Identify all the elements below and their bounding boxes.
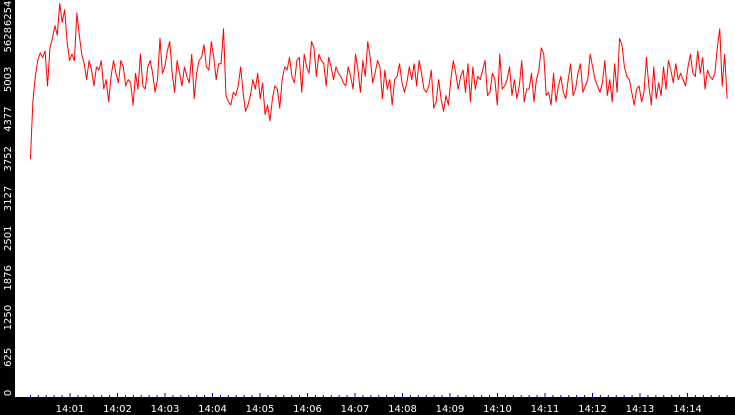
y-tick-label: 625 <box>3 348 14 367</box>
x-tick-label: 14:13 <box>626 404 655 415</box>
y-tick-label: 5003 <box>3 67 14 92</box>
x-tick-label: 14:05 <box>246 404 275 415</box>
y-tick-label: 4377 <box>3 106 14 131</box>
y-tick-label: 3752 <box>3 146 14 171</box>
y-tick-label: 5628 <box>3 27 14 52</box>
y-tick-label: 1876 <box>3 265 14 290</box>
x-tick-label: 14:02 <box>103 404 132 415</box>
y-tick-label: 3127 <box>3 186 14 211</box>
x-tick-label: 14:04 <box>198 404 227 415</box>
y-axis-band <box>0 0 15 415</box>
x-tick-label: 14:14 <box>673 404 702 415</box>
x-tick-label: 14:03 <box>151 404 180 415</box>
x-tick-label: 14:01 <box>56 404 85 415</box>
x-axis-minor-ticks <box>29 393 728 397</box>
x-axis-band <box>0 397 735 415</box>
plot-area <box>15 0 735 397</box>
x-tick-label: 14:07 <box>341 404 370 415</box>
x-tick-label: 14:11 <box>531 404 560 415</box>
x-tick-label: 14:12 <box>578 404 607 415</box>
x-tick-label: 14:06 <box>293 404 322 415</box>
x-tick-label: 14:10 <box>483 404 512 415</box>
y-tick-label: 0 <box>3 390 14 396</box>
y-tick-label: 1250 <box>3 305 14 330</box>
y-tick-label: 6254 <box>3 1 14 26</box>
x-tick-label: 14:09 <box>436 404 465 415</box>
y-tick-label: 2501 <box>3 226 14 251</box>
x-axis-tick-labels: 14:01 14:02 14:03 14:04 14:05 14:06 14:07 14:08… <box>56 404 702 415</box>
series-line <box>29 2 728 159</box>
x-tick-label: 14:08 <box>388 404 417 415</box>
